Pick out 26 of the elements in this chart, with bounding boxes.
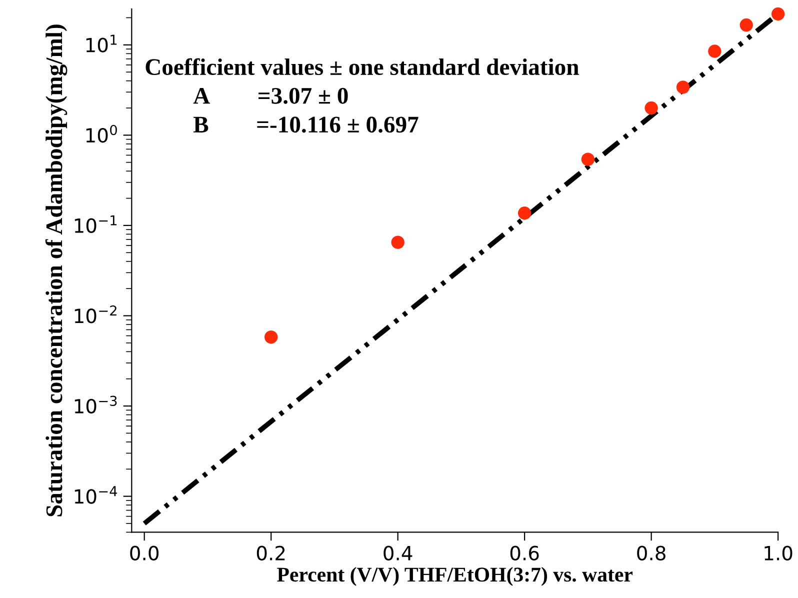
annotation: A =3.07 ± 0	[193, 88, 348, 104]
point	[676, 80, 690, 94]
y-tick-label: 10$^{−3}$	[74, 396, 117, 414]
point	[391, 236, 404, 249]
x-axis-title: Percent (V/V) THF/EtOH(3:7) vs. water	[277, 567, 633, 586]
x-tick-label: 0.8	[637, 546, 666, 560]
x-tick-label: 0.4	[384, 546, 412, 560]
y-tick-label: 10$^{−4}$	[74, 486, 118, 504]
x-tick-label: 1.0	[764, 546, 792, 560]
y-axis-title: Saturation concentration of Adambodipy(mg/ml)	[45, 24, 68, 516]
point	[264, 330, 278, 344]
x-tick-label: 0.0	[130, 546, 159, 560]
y-tick-label: 10$^{1}$	[86, 34, 117, 52]
annotation: B =-10.116 ± 0.697	[193, 116, 418, 133]
point	[771, 7, 785, 21]
point	[644, 101, 658, 115]
y-tick-label: 10$^{−1}$	[74, 215, 117, 233]
point	[740, 18, 753, 32]
annotation: Coefficient values ± one standard deviation	[146, 58, 579, 76]
x-tick-label: 0.6	[510, 546, 539, 560]
point	[708, 44, 722, 58]
point	[581, 152, 595, 166]
x-tick-label: 0.2	[256, 546, 285, 560]
y-tick-label: 10$^{−2}$	[74, 305, 116, 324]
y-tick-label: 10$^{0}$	[86, 124, 117, 143]
point	[518, 206, 532, 220]
